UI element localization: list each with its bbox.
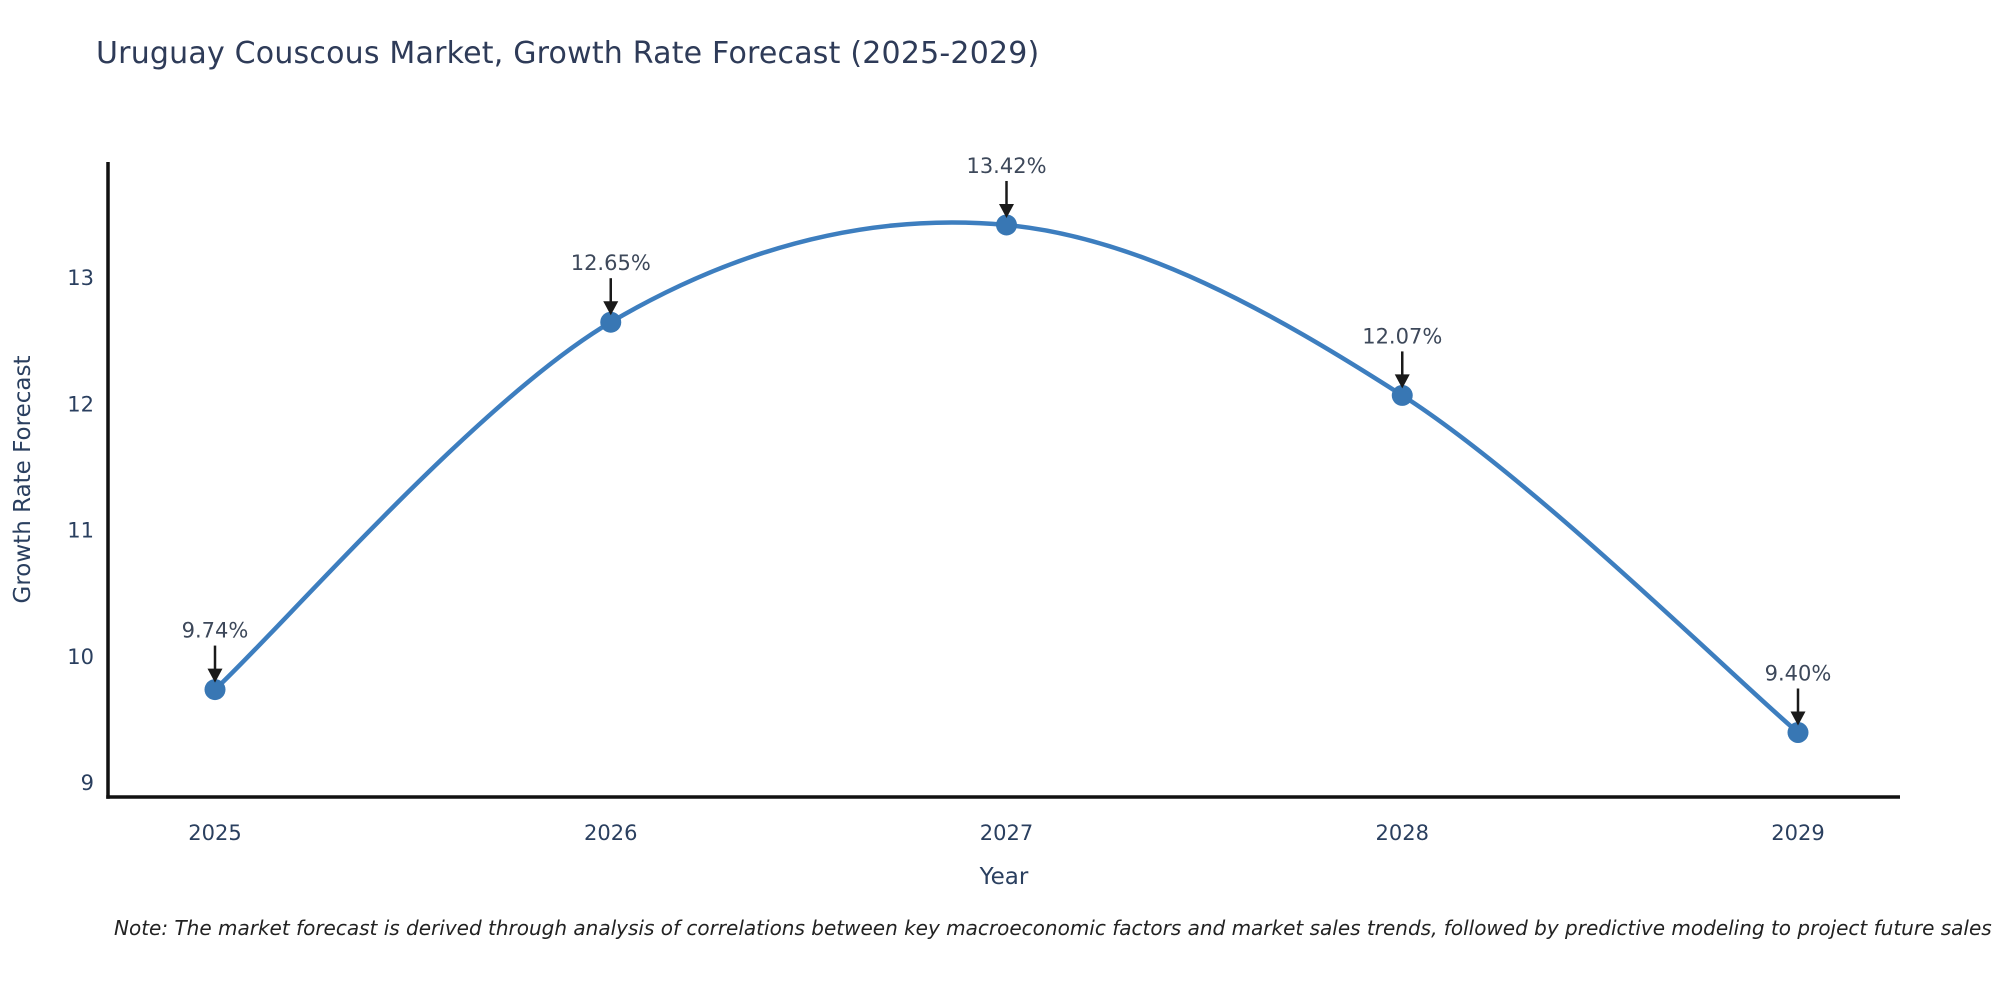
x-tick-label: 2025 <box>188 821 241 845</box>
annotation-label: 9.74% <box>182 619 249 643</box>
x-tick-label: 2028 <box>1376 821 1429 845</box>
data-point-marker <box>1787 722 1809 743</box>
annotation-arrowhead <box>1790 711 1806 726</box>
annotation-arrowhead <box>1394 374 1410 389</box>
annotation-arrowhead <box>207 668 223 683</box>
data-point-marker <box>204 679 226 701</box>
annotation-label: 9.40% <box>1765 662 1832 686</box>
y-tick-label: 13 <box>67 266 94 290</box>
forecast-curve <box>212 220 1801 735</box>
y-tick-label: 10 <box>67 645 94 669</box>
annotation-label: 12.07% <box>1362 324 1442 348</box>
x-tick-label: 2026 <box>584 821 637 845</box>
y-tick-label: 12 <box>67 392 94 416</box>
x-axis-title: Year <box>979 864 1029 890</box>
data-point-marker <box>1391 384 1413 406</box>
annotation-arrowhead <box>603 301 619 316</box>
data-point-marker <box>996 214 1017 236</box>
x-tick-label: 2029 <box>1771 821 1824 845</box>
x-tick-label: 2027 <box>980 821 1033 845</box>
y-tick-label: 9 <box>81 771 94 795</box>
annotation-arrowhead <box>999 203 1014 218</box>
data-point-marker <box>600 311 622 333</box>
annotation-label: 13.42% <box>966 154 1046 178</box>
annotation-label: 12.65% <box>571 251 651 275</box>
footnote: Note: The market forecast is derived thr… <box>114 916 1992 940</box>
y-tick-label: 11 <box>67 519 94 543</box>
chart-title: Uruguay Couscous Market, Growth Rate For… <box>96 36 1040 71</box>
y-axis-title: Growth Rate Forecast <box>10 356 36 604</box>
